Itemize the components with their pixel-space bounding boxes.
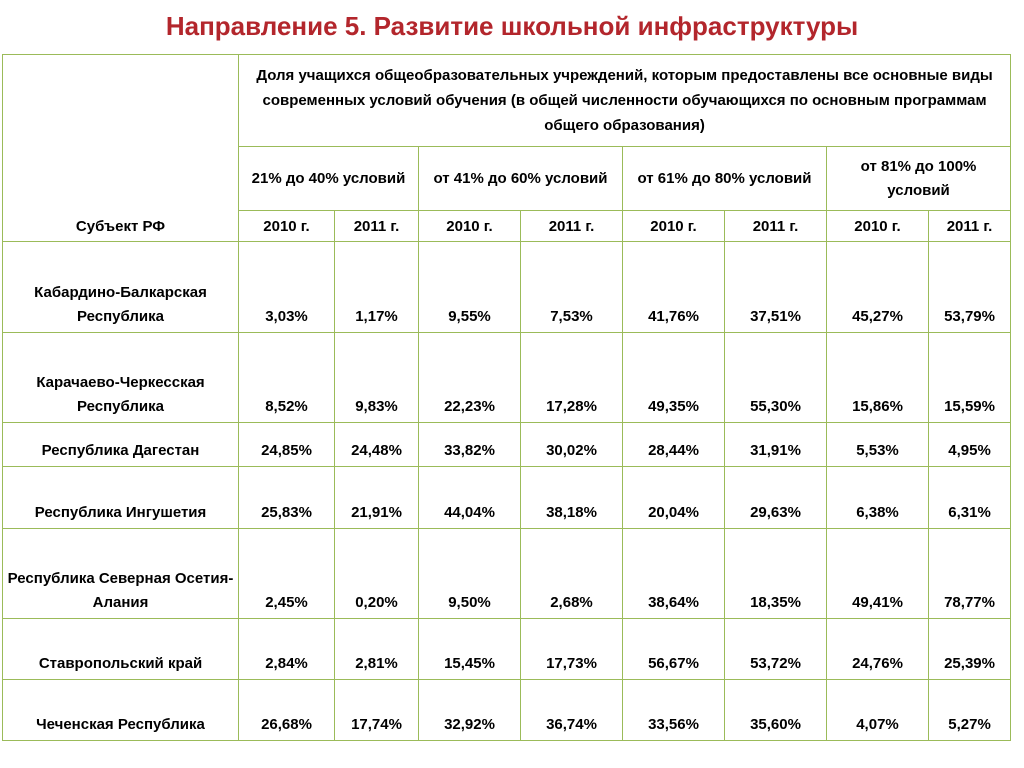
value-cell: 2,81% (334, 618, 419, 680)
range-header: от 61% до 80% условий (622, 146, 827, 211)
value-cell: 15,59% (927, 332, 1012, 423)
value-cell: 2,45% (238, 528, 335, 619)
table-row: Карачаево-Черкесская Республика 8,52% 9,… (2, 332, 1012, 423)
value-cell: 6,38% (826, 466, 929, 529)
value-cell: 24,85% (238, 422, 335, 467)
region-name: Кабардино-Балкарская Республика (2, 241, 239, 333)
value-cell: 30,02% (520, 422, 623, 467)
region-name: Чеченская Республика (2, 679, 239, 741)
value-cell: 18,35% (724, 528, 827, 619)
value-cell: 2,84% (238, 618, 335, 680)
range-header: от 81% до 100% условий (825, 146, 1012, 211)
value-cell: 53,79% (927, 241, 1012, 333)
value-cell: 9,50% (418, 528, 521, 619)
table-row: Чеченская Республика 26,68% 17,74% 32,92… (2, 679, 1012, 741)
year-header: 2010 г. (238, 210, 335, 242)
value-cell: 15,45% (418, 618, 521, 680)
value-cell: 6,31% (927, 466, 1012, 529)
region-name: Ставропольский край (2, 618, 239, 680)
region-name: Республика Дагестан (2, 422, 239, 467)
value-cell: 45,27% (826, 241, 929, 333)
year-header: 2011 г. (334, 210, 419, 242)
value-cell: 36,74% (520, 679, 623, 741)
subject-header: Субъект РФ (2, 54, 239, 242)
value-cell: 49,35% (622, 332, 725, 423)
value-cell: 9,55% (418, 241, 521, 333)
range-header: от 41% до 60% условий (418, 146, 623, 211)
range-header: 21% до 40% условий (238, 146, 419, 211)
description-header: Доля учащихся общеобразовательных учрежд… (237, 54, 1012, 147)
table-row: Республика Ингушетия 25,83% 21,91% 44,04… (2, 466, 1012, 529)
region-name: Республика Северная Осетия-Алания (2, 528, 239, 619)
value-cell: 35,60% (724, 679, 827, 741)
value-cell: 15,86% (826, 332, 929, 423)
value-cell: 33,82% (418, 422, 521, 467)
value-cell: 56,67% (622, 618, 725, 680)
table-row: Республика Северная Осетия-Алания 2,45% … (2, 528, 1012, 619)
region-name: Республика Ингушетия (2, 466, 239, 529)
value-cell: 33,56% (622, 679, 725, 741)
value-cell: 28,44% (622, 422, 725, 467)
value-cell: 7,53% (520, 241, 623, 333)
value-cell: 9,83% (334, 332, 419, 423)
value-cell: 4,95% (927, 422, 1012, 467)
value-cell: 53,72% (724, 618, 827, 680)
value-cell: 22,23% (418, 332, 521, 423)
value-cell: 41,76% (622, 241, 725, 333)
value-cell: 49,41% (826, 528, 929, 619)
data-table: Субъект РФ Доля учащихся общеобразовател… (2, 54, 1012, 741)
year-header: 2010 г. (826, 210, 929, 242)
value-cell: 8,52% (238, 332, 335, 423)
value-cell: 44,04% (418, 466, 521, 529)
value-cell: 26,68% (238, 679, 335, 741)
value-cell: 17,74% (334, 679, 419, 741)
value-cell: 20,04% (622, 466, 725, 529)
page-title: Направление 5. Развитие школьной инфраст… (165, 11, 859, 41)
value-cell: 2,68% (520, 528, 623, 619)
table-row: Ставропольский край 2,84% 2,81% 15,45% 1… (2, 618, 1012, 680)
value-cell: 24,76% (826, 618, 929, 680)
value-cell: 25,39% (927, 618, 1012, 680)
value-cell: 1,17% (334, 241, 419, 333)
year-header: 2011 г. (927, 210, 1012, 242)
year-header: 2011 г. (724, 210, 827, 242)
value-cell: 55,30% (724, 332, 827, 423)
value-cell: 17,73% (520, 618, 623, 680)
value-cell: 29,63% (724, 466, 827, 529)
value-cell: 25,83% (238, 466, 335, 529)
year-header: 2011 г. (520, 210, 623, 242)
year-header: 2010 г. (418, 210, 521, 242)
year-header: 2010 г. (622, 210, 725, 242)
table-row: Республика Дагестан 24,85% 24,48% 33,82%… (2, 422, 1012, 467)
value-cell: 5,53% (826, 422, 929, 467)
value-cell: 37,51% (724, 241, 827, 333)
value-cell: 78,77% (927, 528, 1012, 619)
value-cell: 38,64% (622, 528, 725, 619)
value-cell: 24,48% (334, 422, 419, 467)
value-cell: 17,28% (520, 332, 623, 423)
region-name: Карачаево-Черкесская Республика (2, 332, 239, 423)
value-cell: 32,92% (418, 679, 521, 741)
value-cell: 38,18% (520, 466, 623, 529)
value-cell: 5,27% (927, 679, 1012, 741)
value-cell: 3,03% (238, 241, 335, 333)
value-cell: 21,91% (334, 466, 419, 529)
table-row: Кабардино-Балкарская Республика 3,03% 1,… (2, 241, 1012, 333)
value-cell: 31,91% (724, 422, 827, 467)
value-cell: 4,07% (826, 679, 929, 741)
value-cell: 0,20% (334, 528, 419, 619)
